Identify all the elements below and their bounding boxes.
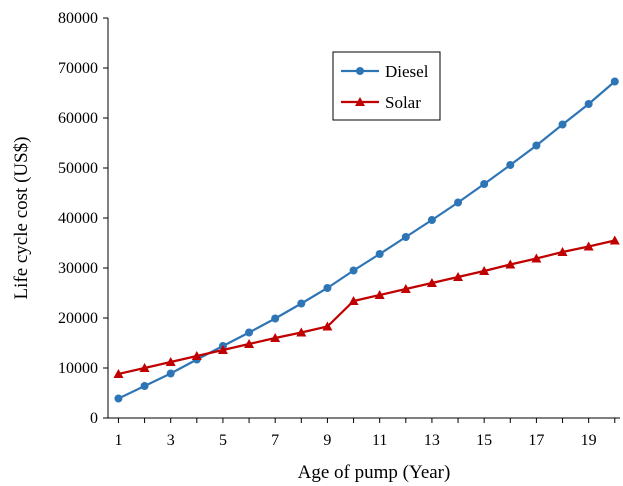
data-point-solar — [531, 253, 542, 263]
y-tick-label: 80000 — [58, 10, 98, 27]
legend-label-solar: Solar — [385, 93, 421, 112]
y-tick-label: 30000 — [58, 260, 98, 277]
data-point-solar — [348, 296, 359, 305]
data-point-solar — [165, 357, 176, 366]
data-point-diesel — [349, 266, 358, 275]
x-tick-label: 3 — [167, 432, 175, 449]
data-point-diesel — [401, 233, 410, 241]
data-point-diesel — [271, 314, 280, 323]
y-tick-label: 50000 — [58, 160, 98, 177]
data-point-solar — [113, 369, 124, 378]
x-tick-label: 13 — [424, 432, 440, 449]
legend-label-diesel: Diesel — [385, 62, 429, 81]
x-tick-label: 7 — [271, 432, 279, 449]
data-point-solar — [583, 241, 594, 251]
y-tick-label: 70000 — [58, 60, 98, 77]
legend: Diesel Solar — [332, 51, 441, 121]
data-point-diesel — [454, 198, 463, 207]
series-layer — [113, 77, 620, 403]
legend-marker-diesel — [356, 67, 364, 75]
y-tick-label: 0 — [90, 410, 98, 427]
data-point-solar — [139, 363, 150, 372]
x-ticks: 1 3 5 7 9 11 13 15 17 19 — [114, 418, 616, 449]
y-ticks: 0 10000 20000 30000 40000 50000 60000 70000 8000… — [58, 10, 108, 427]
data-point-diesel — [427, 216, 436, 224]
x-tick-label: 11 — [372, 432, 387, 449]
series-solar — [113, 235, 620, 378]
data-point-diesel — [140, 382, 149, 390]
series-diesel — [114, 77, 619, 403]
data-point-solar — [322, 321, 333, 331]
y-tick-label: 20000 — [58, 310, 98, 327]
data-point-solar — [426, 278, 437, 287]
data-point-solar — [217, 345, 228, 354]
data-point-solar — [296, 327, 307, 337]
x-tick-label: 1 — [114, 432, 122, 449]
data-point-solar — [505, 259, 516, 269]
x-tick-label: 15 — [476, 432, 492, 449]
data-point-solar — [479, 266, 490, 275]
data-point-diesel — [558, 120, 567, 129]
data-point-solar — [191, 351, 202, 360]
data-point-diesel — [480, 180, 489, 188]
data-point-diesel — [375, 250, 384, 258]
x-tick-label: 17 — [528, 432, 544, 449]
data-point-diesel — [166, 369, 175, 378]
y-axis-title: Life cycle cost (US$) — [11, 136, 32, 299]
data-point-diesel — [114, 394, 123, 403]
legend-marker-solar — [355, 97, 365, 106]
x-axis-title: Age of pump (Year) — [298, 462, 451, 483]
data-point-diesel — [532, 141, 541, 150]
data-point-solar — [557, 247, 568, 256]
y-tick-label: 10000 — [58, 360, 98, 377]
data-point-diesel — [506, 161, 515, 169]
data-point-diesel — [297, 299, 306, 308]
y-tick-label: 60000 — [58, 110, 98, 127]
data-point-diesel — [584, 100, 593, 108]
series-line-solar — [118, 239, 616, 376]
data-point-diesel — [323, 284, 332, 292]
series-line-diesel — [117, 80, 616, 400]
x-tick-label: 19 — [581, 432, 597, 449]
data-point-diesel — [610, 77, 619, 86]
data-point-diesel — [245, 328, 254, 337]
data-point-solar — [609, 235, 620, 245]
data-point-solar — [400, 284, 411, 293]
y-tick-label: 40000 — [58, 210, 98, 227]
data-point-solar — [453, 272, 464, 281]
data-point-solar — [270, 333, 281, 342]
x-tick-label: 9 — [323, 432, 331, 449]
legend-box — [332, 51, 441, 121]
data-point-solar — [244, 339, 255, 348]
data-point-solar — [374, 290, 385, 299]
x-tick-label: 5 — [219, 432, 227, 449]
